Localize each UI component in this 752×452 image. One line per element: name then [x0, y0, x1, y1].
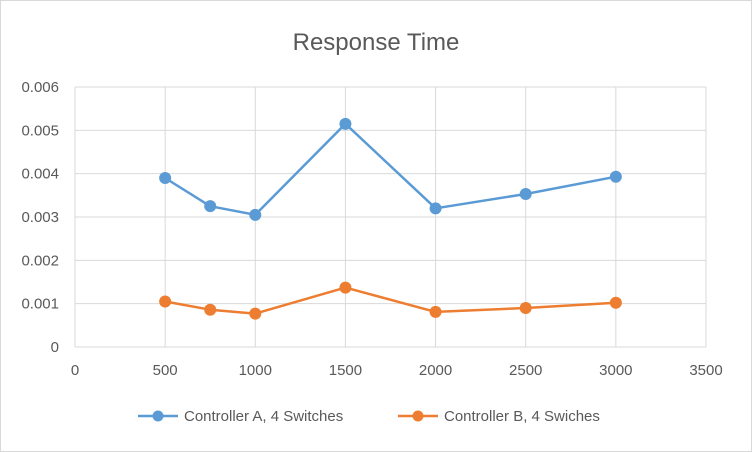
y-tick-label: 0.004: [21, 166, 59, 183]
y-tick-label: 0.001: [21, 296, 59, 313]
data-point: [249, 208, 262, 221]
data-point: [204, 303, 217, 316]
data-point: [519, 302, 532, 314]
data-point: [429, 202, 442, 215]
x-tick-label: 1500: [329, 362, 362, 379]
legend-label: Controller A, 4 Switches: [184, 408, 343, 425]
legend-label: Controller B, 4 Swiches: [444, 408, 600, 425]
tick-labels: 0 0.001 0.002 0.003 0.004 0.005 0.006 0 500 1000 1…: [21, 79, 722, 379]
y-tick-label: 0.006: [21, 79, 59, 96]
x-tick-label: 500: [153, 362, 178, 379]
legend: Controller A, 4 Switches Controller B, 4 …: [138, 408, 600, 425]
data-point: [159, 295, 172, 308]
data-point: [519, 188, 532, 201]
series-line: [164, 286, 616, 315]
plot-series: [159, 117, 622, 320]
data-point: [204, 200, 217, 213]
data-point: [339, 117, 352, 130]
y-tick-label: 0.003: [21, 209, 59, 226]
x-tick-label: 0: [71, 362, 79, 379]
x-tick-label: 3500: [689, 362, 722, 379]
data-point: [249, 307, 262, 320]
data-point: [429, 305, 442, 318]
x-tick-label: 2500: [509, 362, 542, 379]
x-tick-label: 3000: [599, 362, 632, 379]
x-tick-label: 2000: [419, 362, 452, 379]
y-tick-label: 0.002: [21, 252, 59, 269]
y-tick-label: 0: [51, 339, 59, 356]
data-point: [609, 170, 622, 183]
gridlines: [74, 86, 707, 348]
data-point: [159, 172, 172, 184]
legend-marker: [152, 410, 164, 422]
legend-marker: [412, 410, 424, 422]
data-point: [609, 296, 622, 309]
legend-item: Controller A, 4 Switches: [138, 408, 343, 425]
y-tick-label: 0.005: [21, 122, 59, 139]
series-line: [164, 122, 617, 217]
data-point: [339, 281, 352, 294]
series-1: [159, 117, 622, 221]
legend-item: Controller B, 4 Swiches: [398, 408, 600, 425]
chart-title: Response Time: [293, 29, 460, 56]
series-2: [159, 281, 622, 320]
x-tick-label: 1000: [239, 362, 272, 379]
